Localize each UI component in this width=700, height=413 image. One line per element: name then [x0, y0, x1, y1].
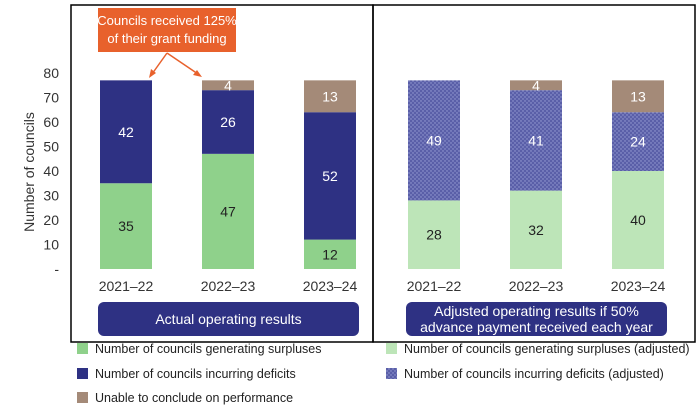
y-axis-label: Number of councils — [21, 112, 37, 232]
y-tick-label: 60 — [43, 114, 59, 130]
bar-segment — [612, 171, 664, 269]
bar-value-label: 41 — [528, 132, 544, 148]
right-panel-caption: Adjusted operating results if 50% advanc… — [406, 302, 667, 336]
x-tick-label: 2021–22 — [407, 278, 462, 294]
bar-value-label: 52 — [322, 168, 338, 184]
bar-value-label: 42 — [118, 124, 134, 140]
legend: Number of councils generating surpluses N… — [77, 342, 690, 405]
bar-segment — [202, 153, 254, 269]
y-tick-label: 10 — [43, 237, 59, 253]
y-tick-label: 50 — [43, 139, 59, 155]
legend-label: Number of councils incurring deficits — [95, 367, 296, 381]
bar-value-label: 4 — [224, 77, 232, 93]
legend-swatch — [77, 392, 88, 403]
bar-value-label: 4 — [532, 77, 540, 93]
left-caption-box — [98, 302, 359, 336]
x-tick-label: 2023–24 — [611, 278, 666, 294]
annotation-line-2: of their grant funding — [107, 31, 226, 46]
left-panel-caption: Actual operating results — [98, 302, 359, 336]
bar-value-label: 47 — [220, 203, 236, 219]
bar-segment — [510, 80, 562, 91]
annotation-arrow-left — [151, 52, 168, 75]
bar-segment — [100, 80, 152, 184]
bar-segment — [304, 239, 356, 269]
annotation-box — [98, 8, 236, 52]
y-tick-label: 20 — [43, 212, 59, 228]
y-tick-label: 80 — [43, 65, 59, 81]
x-tick-label: 2023–24 — [303, 278, 358, 294]
x-tick-label: 2022–23 — [509, 278, 564, 294]
right-caption-line-1: Adjusted operating results if 50% — [434, 303, 639, 319]
right-caption-line-2: advance payment received each year — [420, 319, 653, 335]
bar-segment — [408, 200, 460, 269]
x-axis-ticks: 2021–22 2022–23 2023–24 2021–22 2022–23 2023–… — [99, 278, 666, 294]
annotation-arrowhead-left — [149, 69, 156, 78]
bar-segment — [408, 80, 460, 201]
legend-label: Number of councils incurring deficits (a… — [404, 367, 664, 381]
bar-value-label: 26 — [220, 114, 236, 130]
annotation-callout: Councils received 125% of their grant fu… — [97, 8, 237, 78]
bar-segment — [100, 183, 152, 269]
bar-segment — [304, 80, 356, 113]
annotation-arrow-right — [166, 52, 199, 75]
legend-label: Number of councils generating surpluses — [95, 342, 322, 356]
legend-label: Unable to conclude on performance — [95, 391, 293, 405]
bar-segment — [202, 80, 254, 91]
bar-segment — [612, 112, 664, 171]
bar-segment — [304, 112, 356, 240]
right-panel-frame — [372, 4, 696, 343]
y-tick-label: 30 — [43, 188, 59, 204]
y-tick-label: 70 — [43, 90, 59, 106]
bar-value-label: 40 — [630, 212, 646, 228]
x-tick-label: 2022–23 — [201, 278, 256, 294]
bar-value-label: 24 — [630, 134, 646, 150]
bars: 35 42 47 26 4 12 52 13 28 49 32 41 4 40 24 13 — [100, 77, 664, 269]
bar-segment — [510, 190, 562, 269]
annotation-arrowhead-right — [193, 70, 202, 77]
bar-value-label: 13 — [322, 88, 338, 104]
annotation-line-1: Councils received 125% — [97, 13, 237, 28]
bar-value-label: 12 — [322, 246, 338, 262]
legend-swatch — [386, 343, 397, 354]
legend-swatch — [77, 368, 88, 379]
y-tick-label: 40 — [43, 163, 59, 179]
legend-swatch — [386, 368, 397, 379]
legend-swatch — [77, 343, 88, 354]
bar-segment — [510, 90, 562, 191]
bar-value-label: 32 — [528, 222, 544, 238]
x-tick-label: 2021–22 — [99, 278, 154, 294]
bar-value-label: 13 — [630, 88, 646, 104]
bar-value-label: 49 — [426, 132, 442, 148]
y-axis-ticks: - 10 20 30 40 50 60 70 80 — [43, 65, 59, 277]
bar-value-label: 28 — [426, 227, 442, 243]
right-caption-box — [406, 302, 667, 336]
bar-value-label: 35 — [118, 218, 134, 234]
legend-label: Number of councils generating surpluses … — [404, 342, 690, 356]
bar-segment — [612, 80, 664, 113]
bar-segment — [202, 90, 254, 154]
y-tick-label: - — [54, 261, 59, 277]
left-caption-text: Actual operating results — [155, 311, 301, 327]
